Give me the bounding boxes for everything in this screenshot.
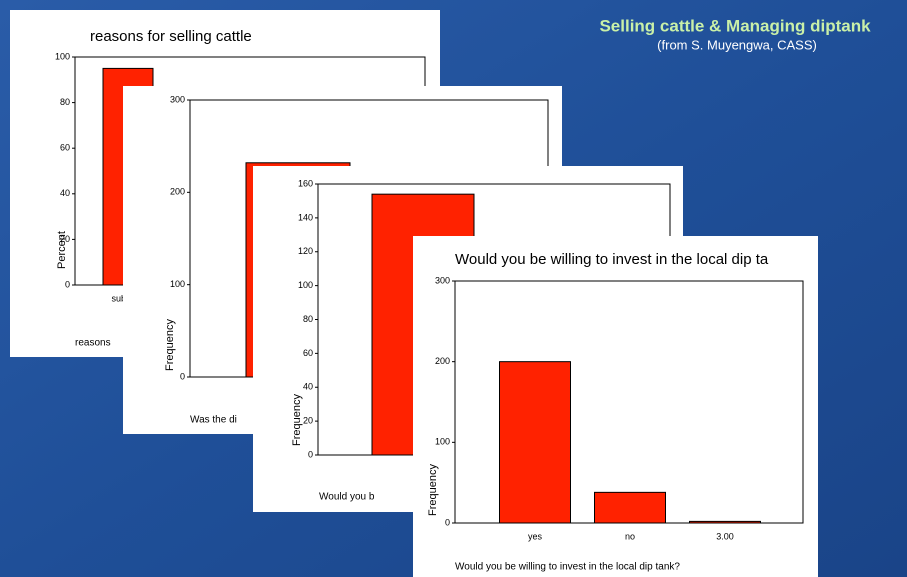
y-tick-label: 0 [65,279,70,289]
y-tick-label: 0 [308,449,313,459]
y-tick-label: 140 [298,212,313,222]
chart-title: reasons for selling cattle [90,28,252,45]
slide-title: Selling cattle & Managing diptank [599,16,871,35]
y-tick-label: 80 [303,314,313,324]
x-axis-label: Would you be willing to invest in the lo… [455,562,680,573]
y-tick-label: 80 [60,97,70,107]
y-tick-label: 20 [60,234,70,244]
x-axis-label: Was the di [190,415,237,426]
y-tick-label: 100 [170,279,185,289]
chart-title: Would you be willing to invest in the lo… [455,251,769,268]
y-tick-label: 200 [170,187,185,197]
bar [499,361,571,524]
y-tick-label: 100 [298,280,313,290]
y-tick-label: 20 [303,416,313,426]
y-tick-label: 120 [298,246,313,256]
y-tick-label: 60 [60,143,70,153]
x-tick-label: yes [528,531,543,541]
panel-background [413,236,818,577]
x-axis-label: Would you b [319,492,375,503]
y-tick-label: 40 [60,188,70,198]
y-tick-label: 100 [435,437,450,447]
y-axis-label: Percent [56,231,68,269]
x-axis-label: reasons [75,338,111,349]
x-tick-label: 3.00 [716,531,734,541]
chart-panel: Would you be willing to invest in the lo… [413,236,818,577]
bar [689,520,761,524]
y-tick-label: 160 [298,178,313,188]
y-tick-label: 200 [435,356,450,366]
y-tick-label: 60 [303,348,313,358]
bar [594,491,666,524]
y-tick-label: 100 [55,51,70,61]
x-tick-label: no [625,531,635,541]
y-tick-label: 300 [170,94,185,104]
y-tick-label: 0 [445,517,450,527]
y-axis-label: Frequency [164,319,176,371]
y-axis-label: Frequency [427,464,439,516]
y-tick-label: 40 [303,382,313,392]
slide-subtitle: (from S. Muyengwa, CASS) [657,37,817,52]
y-axis-label: Frequency [291,394,303,446]
y-tick-label: 300 [435,275,450,285]
y-tick-label: 0 [180,371,185,381]
